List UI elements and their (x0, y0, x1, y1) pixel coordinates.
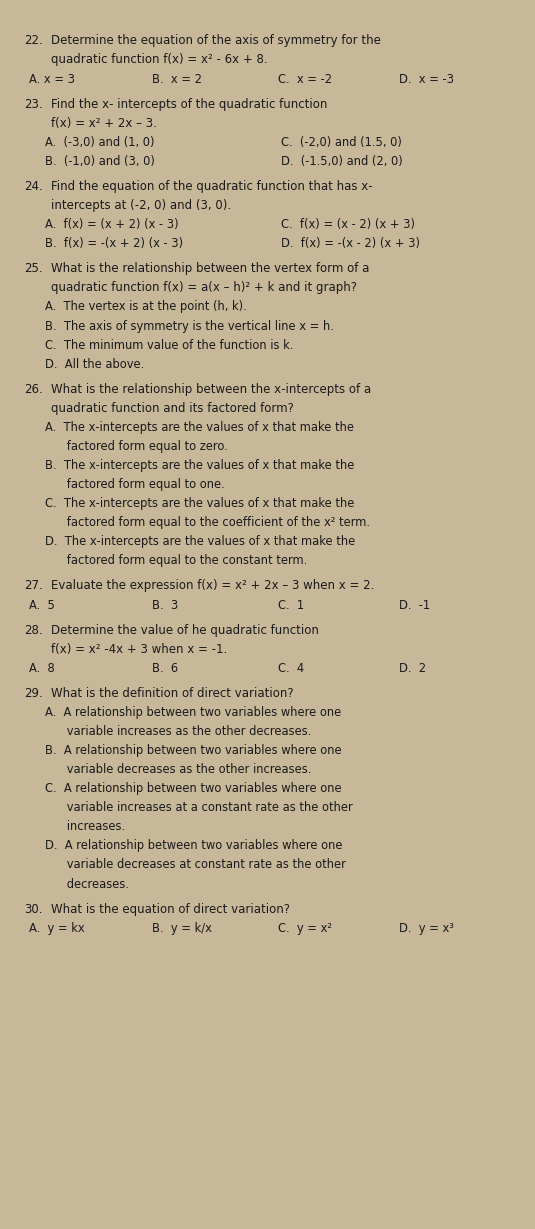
Text: 25.: 25. (24, 262, 43, 275)
Text: 30.: 30. (24, 902, 43, 916)
Text: C.  A relationship between two variables where one: C. A relationship between two variables … (45, 782, 342, 795)
Text: f(x) = x² + 2x – 3.: f(x) = x² + 2x – 3. (51, 117, 157, 130)
Text: quadratic function and its factored form?: quadratic function and its factored form… (51, 402, 294, 415)
Text: D.  (-1.5,0) and (2, 0): D. (-1.5,0) and (2, 0) (281, 155, 403, 168)
Text: What is the relationship between the x-intercepts of a: What is the relationship between the x-i… (51, 382, 371, 396)
Text: C.  4: C. 4 (278, 661, 304, 675)
Text: 24.: 24. (24, 179, 43, 193)
Text: B.  The x-intercepts are the values of x that make the: B. The x-intercepts are the values of x … (45, 458, 355, 472)
Text: 23.: 23. (24, 97, 43, 111)
Text: A.  A relationship between two variables where one: A. A relationship between two variables … (45, 705, 342, 719)
Text: D.  A relationship between two variables where one: D. A relationship between two variables … (45, 839, 343, 853)
Text: C.  y = x²: C. y = x² (278, 922, 332, 935)
Text: 22.: 22. (24, 34, 43, 48)
Text: intercepts at (-2, 0) and (3, 0).: intercepts at (-2, 0) and (3, 0). (51, 199, 231, 213)
Text: variable decreases as the other increases.: variable decreases as the other increase… (45, 763, 312, 777)
Text: C.  1: C. 1 (278, 599, 304, 612)
Text: Determine the value of he quadratic function: Determine the value of he quadratic func… (51, 623, 319, 637)
Text: decreases.: decreases. (45, 878, 129, 891)
Text: C.  f(x) = (x - 2) (x + 3): C. f(x) = (x - 2) (x + 3) (281, 218, 415, 231)
Text: C.  x = -2: C. x = -2 (278, 73, 332, 86)
Text: B.  x = 2: B. x = 2 (152, 73, 202, 86)
Text: D.  f(x) = -(x - 2) (x + 3): D. f(x) = -(x - 2) (x + 3) (281, 237, 420, 251)
Text: B.  6: B. 6 (152, 661, 179, 675)
Text: B.  A relationship between two variables where one: B. A relationship between two variables … (45, 744, 342, 757)
Text: Evaluate the expression f(x) = x² + 2x – 3 when x = 2.: Evaluate the expression f(x) = x² + 2x –… (51, 579, 374, 592)
Text: D.  2: D. 2 (399, 661, 426, 675)
Text: D.  All the above.: D. All the above. (45, 358, 145, 371)
Text: What is the definition of direct variation?: What is the definition of direct variati… (51, 687, 294, 701)
Text: f(x) = x² -4x + 3 when x = -1.: f(x) = x² -4x + 3 when x = -1. (51, 643, 227, 656)
Text: C.  The minimum value of the function is k.: C. The minimum value of the function is … (45, 338, 294, 351)
Text: What is the relationship between the vertex form of a: What is the relationship between the ver… (51, 262, 369, 275)
Text: quadratic function f(x) = a(x – h)² + k and it graph?: quadratic function f(x) = a(x – h)² + k … (51, 281, 357, 295)
Text: 27.: 27. (24, 579, 43, 592)
Text: quadratic function f(x) = x² - 6x + 8.: quadratic function f(x) = x² - 6x + 8. (51, 53, 268, 66)
Text: factored form equal to the constant term.: factored form equal to the constant term… (45, 554, 308, 568)
Text: D.  x = -3: D. x = -3 (399, 73, 454, 86)
Text: D.  The x-intercepts are the values of x that make the: D. The x-intercepts are the values of x … (45, 535, 356, 548)
Text: Find the x- intercepts of the quadratic function: Find the x- intercepts of the quadratic … (51, 97, 327, 111)
Text: B.  3: B. 3 (152, 599, 179, 612)
Text: factored form equal to the coefficient of the x² term.: factored form equal to the coefficient o… (45, 516, 370, 530)
Text: A.  (-3,0) and (1, 0): A. (-3,0) and (1, 0) (45, 135, 155, 149)
Text: A.  f(x) = (x + 2) (x - 3): A. f(x) = (x + 2) (x - 3) (45, 218, 179, 231)
Text: A.  y = kx: A. y = kx (29, 922, 85, 935)
Text: 29.: 29. (24, 687, 43, 701)
Text: C.  The x-intercepts are the values of x that make the: C. The x-intercepts are the values of x … (45, 497, 355, 510)
Text: factored form equal to one.: factored form equal to one. (45, 478, 225, 492)
Text: A.  The vertex is at the point (h, k).: A. The vertex is at the point (h, k). (45, 300, 247, 313)
Text: 26.: 26. (24, 382, 43, 396)
Text: D.  y = x³: D. y = x³ (399, 922, 454, 935)
Text: B.  f(x) = -(x + 2) (x - 3): B. f(x) = -(x + 2) (x - 3) (45, 237, 184, 251)
Text: 28.: 28. (24, 623, 43, 637)
Text: B.  y = k/x: B. y = k/x (152, 922, 212, 935)
Text: B.  The axis of symmetry is the vertical line x = h.: B. The axis of symmetry is the vertical … (45, 320, 334, 333)
Text: A.  5: A. 5 (29, 599, 55, 612)
Text: variable increases as the other decreases.: variable increases as the other decrease… (45, 725, 312, 739)
Text: variable increases at a constant rate as the other: variable increases at a constant rate as… (45, 801, 353, 815)
Text: What is the equation of direct variation?: What is the equation of direct variation… (51, 902, 290, 916)
Text: A.  The x-intercepts are the values of x that make the: A. The x-intercepts are the values of x … (45, 420, 355, 434)
Text: B.  (-1,0) and (3, 0): B. (-1,0) and (3, 0) (45, 155, 155, 168)
Text: increases.: increases. (45, 820, 126, 833)
Text: variable decreases at constant rate as the other: variable decreases at constant rate as t… (45, 858, 346, 871)
Text: C.  (-2,0) and (1.5, 0): C. (-2,0) and (1.5, 0) (281, 135, 402, 149)
Text: A.  8: A. 8 (29, 661, 55, 675)
Text: Find the equation of the quadratic function that has x-: Find the equation of the quadratic funct… (51, 179, 372, 193)
Text: Determine the equation of the axis of symmetry for the: Determine the equation of the axis of sy… (51, 34, 381, 48)
Text: A. x = 3: A. x = 3 (29, 73, 75, 86)
Text: factored form equal to zero.: factored form equal to zero. (45, 440, 228, 454)
Text: D.  -1: D. -1 (399, 599, 430, 612)
